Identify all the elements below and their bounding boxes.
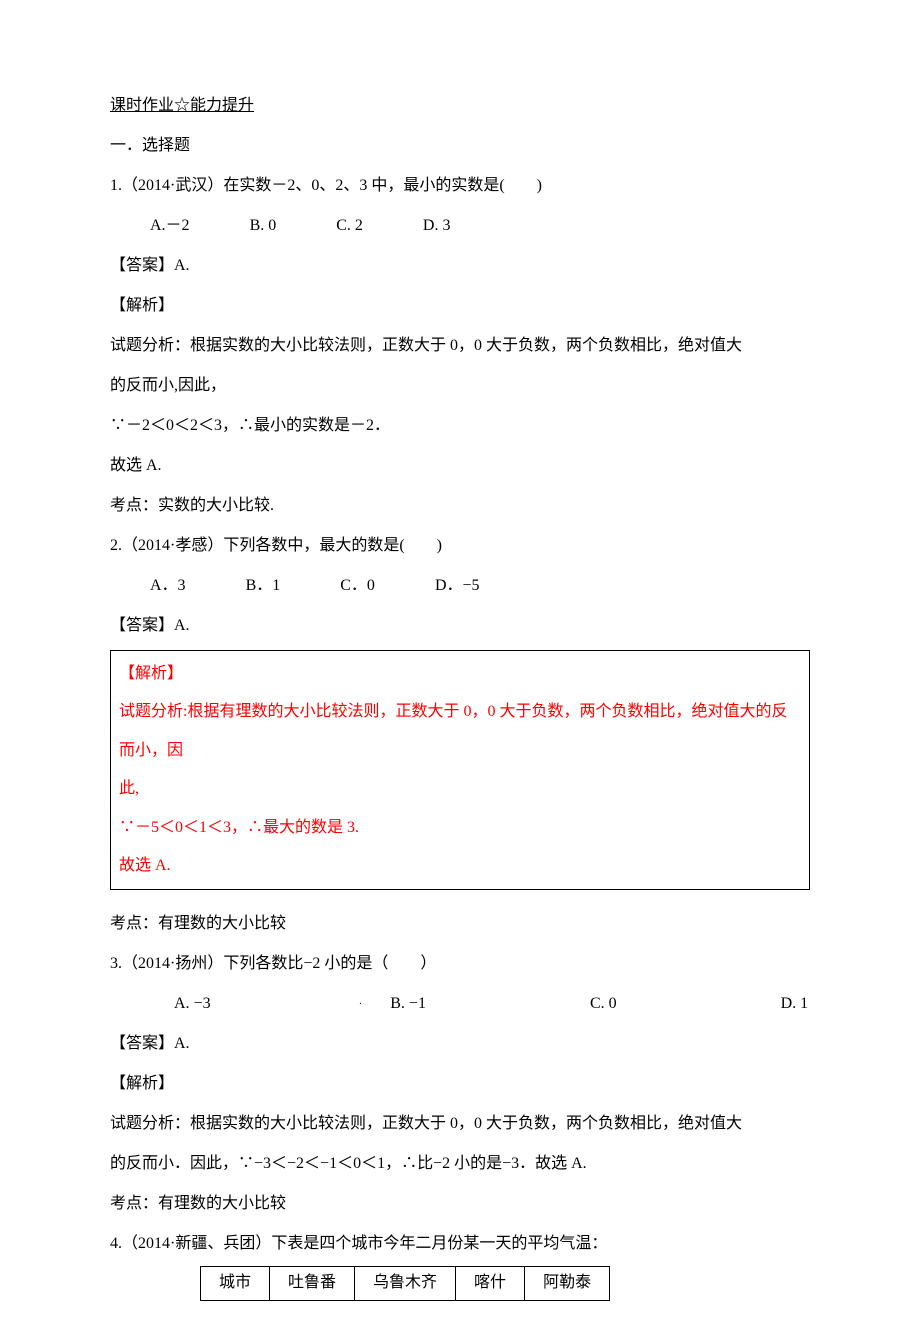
table-cell: 城市 [201,1267,270,1301]
q1-opt-c: C. 2 [336,206,363,246]
q3-opt-c: C. 0 [590,984,617,1024]
q2-stem: 2.（2014·孝感）下列各数中，最大的数是( ) [110,526,810,566]
page-header: 课时作业☆能力提升 [110,86,810,126]
dot-icon: · [359,991,363,1019]
q2-analysis-l1: 试题分析:根据有理数的大小比较法则，正数大于 0，0 大于负数，两个负数相比，绝… [119,693,801,770]
table-cell: 阿勒泰 [525,1267,610,1301]
q1-analysis-l3: ∵－2＜0＜2＜3，∴最小的实数是－2． [110,406,810,446]
q2-opt-c: C．0 [340,566,375,606]
table-cell: 吐鲁番 [270,1267,355,1301]
q2-opt-a: A．3 [150,566,186,606]
q2-analysis-box: 【解析】 试题分析:根据有理数的大小比较法则，正数大于 0，0 大于负数，两个负… [110,650,810,890]
q3-analysis-label: 【解析】 [110,1064,810,1104]
q3-stem: 3.（2014·扬州）下列各数比−2 小的是（ ） [110,944,810,984]
section-heading: 一．选择题 [110,126,810,166]
q2-options: A．3 B．1 C．0 D．−5 [110,566,810,606]
q3-opt-a: A. −3 [174,984,211,1024]
q1-opt-d: D. 3 [423,206,451,246]
q4-stem: 4.（2014·新疆、兵团）下表是四个城市今年二月份某一天的平均气温： [110,1224,810,1264]
q1-options: A.－2 B. 0 C. 2 D. 3 [110,206,810,246]
q2-analysis-label: 【解析】 [119,655,801,693]
q3-topic: 考点：有理数的大小比较 [110,1184,810,1224]
q4-table: 城市 吐鲁番 乌鲁木齐 喀什 阿勒泰 [200,1266,610,1301]
q1-analysis-l4: 故选 A. [110,446,810,486]
table-cell: 乌鲁木齐 [355,1267,456,1301]
q2-analysis-l2: 此, [119,770,801,808]
q2-topic: 考点：有理数的大小比较 [110,904,810,944]
table-row: 城市 吐鲁番 乌鲁木齐 喀什 阿勒泰 [201,1267,610,1301]
q1-stem: 1.（2014·武汉）在实数－2、0、2、3 中，最小的实数是( ) [110,166,810,206]
q3-analysis-l1: 试题分析：根据实数的大小比较法则，正数大于 0，0 大于负数，两个负数相比，绝对… [110,1104,810,1144]
table-cell: 喀什 [456,1267,525,1301]
q3-answer: 【答案】A. [110,1024,810,1064]
q3-opt-d: D. 1 [781,984,809,1024]
q2-opt-b: B．1 [246,566,281,606]
q1-opt-b: B. 0 [250,206,277,246]
q2-answer: 【答案】A. [110,606,810,646]
q3-analysis-l2: 的反而小．因此，∵−3＜−2＜−1＜0＜1，∴比−2 小的是−3．故选 A. [110,1144,810,1184]
q1-opt-a: A.－2 [150,206,190,246]
q2-opt-d: D．−5 [435,566,480,606]
q3-opt-b: B. −1 [390,984,426,1024]
q1-topic: 考点：实数的大小比较. [110,486,810,526]
q3-options: A. −3 · B. −1 C. 0 D. 1 [110,984,810,1024]
q1-analysis-l2: 的反而小,因此， [110,366,810,406]
q2-analysis-l3: ∵－5＜0＜1＜3，∴最大的数是 3. [119,809,801,847]
q1-answer: 【答案】A. [110,246,810,286]
q1-analysis-l1: 试题分析：根据实数的大小比较法则，正数大于 0，0 大于负数，两个负数相比，绝对… [110,326,810,366]
q1-analysis-label: 【解析】 [110,286,810,326]
q2-analysis-l4: 故选 A. [119,847,801,885]
